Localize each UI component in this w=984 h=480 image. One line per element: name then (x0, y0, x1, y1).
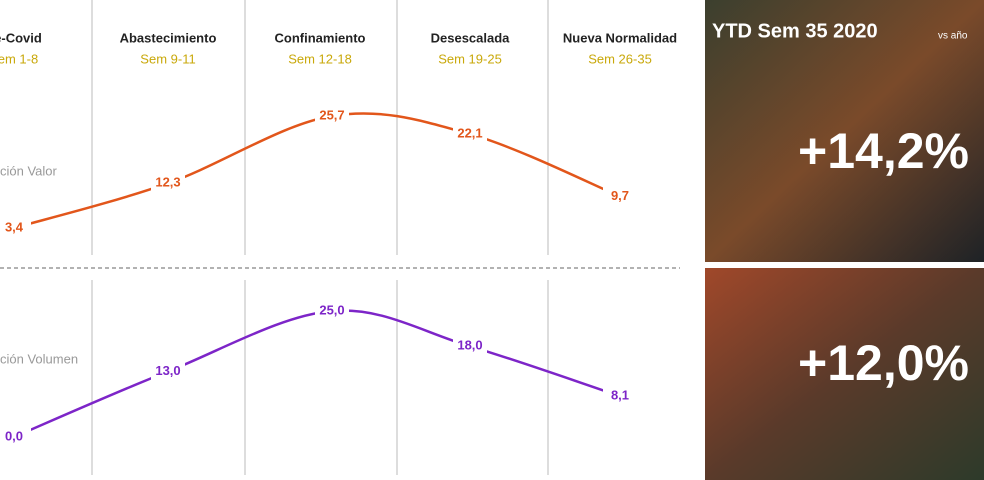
series-line (13, 309, 621, 439)
data-label: 22,1 (457, 126, 482, 141)
label-bg (0, 428, 31, 446)
ytd-subtitle: vs año (938, 31, 968, 42)
label-bg (453, 337, 487, 356)
data-label: 25,0 (319, 302, 344, 317)
series-line (13, 112, 621, 230)
period-name: Nueva Normalidad (563, 30, 677, 45)
data-label: 8,1 (611, 388, 629, 403)
label-bg (151, 362, 185, 381)
ytd-value: +14,2% (798, 123, 969, 179)
ytd-value: +12,0% (798, 335, 969, 391)
data-label: 18,0 (457, 338, 482, 353)
period-weeks: Sem 12-18 (288, 51, 352, 66)
data-label: 13,0 (155, 363, 180, 378)
period-weeks: Sem 9-11 (140, 51, 195, 66)
label-bg (0, 219, 31, 237)
label-bg (453, 125, 487, 144)
dividers (0, 0, 680, 475)
label-bg (315, 107, 349, 125)
period-weeks: Sem 19-25 (438, 51, 502, 66)
data-label: 0,0 (5, 428, 23, 443)
series-label: ción Volumen (0, 351, 78, 366)
period-name: Abastecimiento (120, 30, 217, 45)
period-name: e-Covid (0, 30, 42, 45)
period-name: Confinamiento (275, 30, 366, 45)
ytd-title: YTD Sem 35 2020 (712, 20, 878, 42)
period-name: Desescalada (431, 30, 511, 45)
period-weeks: Sem 26-35 (588, 51, 652, 66)
series-label: ción Valor (0, 163, 58, 178)
label-bg (603, 387, 637, 406)
data-label: 25,7 (319, 107, 344, 122)
data-label: 3,4 (5, 219, 24, 234)
period-weeks: em 1-8 (0, 51, 38, 66)
label-bg (315, 302, 349, 320)
label-bg (603, 187, 637, 206)
data-label: 9,7 (611, 188, 629, 203)
data-label: 12,3 (155, 175, 180, 190)
label-bg (151, 174, 185, 193)
photo (705, 0, 984, 262)
photo (705, 268, 984, 480)
